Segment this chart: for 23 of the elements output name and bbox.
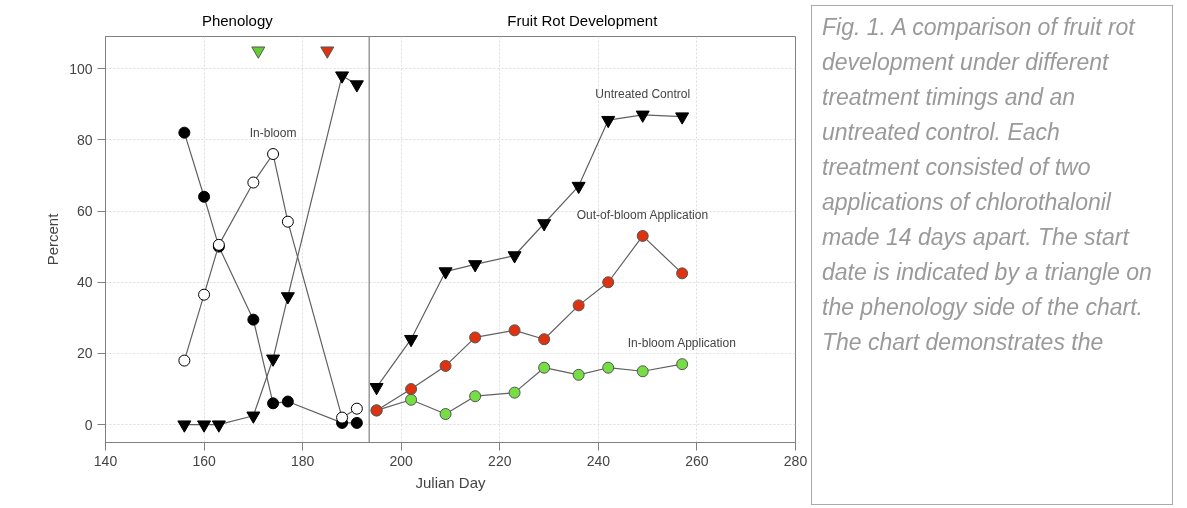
x-tick-label: 240	[586, 452, 611, 469]
x-tick-label: 180	[290, 452, 315, 469]
x-tick-label: 280	[783, 452, 808, 469]
y-tick-label: 0	[84, 416, 93, 433]
x-tick-label: 220	[488, 452, 512, 469]
y-tick-label: 40	[76, 274, 93, 291]
series-label: Out-of-bloom Application	[576, 207, 709, 222]
series-label: In-bloom	[249, 125, 297, 140]
series-label: Untreated Control	[595, 86, 691, 101]
text: Fruit Rot Development	[507, 12, 659, 30]
x-tick-label: 140	[93, 452, 118, 469]
y-tick-label: 100	[69, 60, 93, 77]
text: Phenology	[201, 12, 274, 30]
x-axis-title: Julian Day	[415, 473, 487, 491]
series-label: In-bloom Application	[627, 335, 736, 350]
x-tick-label: 200	[389, 452, 414, 469]
text: Fig. 1. A comparison of fruit rot development under different treatment timings and an untreated control. Each treatment consisted of two applications of chlorothalonil made 14 days apart. The start date is indicated by a triangle on the phenology side of the chart. The chart demonstrates the	[822, 14, 1152, 355]
x-tick-label: 160	[192, 452, 216, 469]
y-tick-label: 80	[76, 131, 93, 148]
y-axis-title: Percent	[44, 212, 62, 266]
y-tick-label: 60	[76, 203, 93, 220]
x-tick-label: 260	[685, 452, 709, 469]
y-tick-label: 20	[76, 345, 93, 362]
